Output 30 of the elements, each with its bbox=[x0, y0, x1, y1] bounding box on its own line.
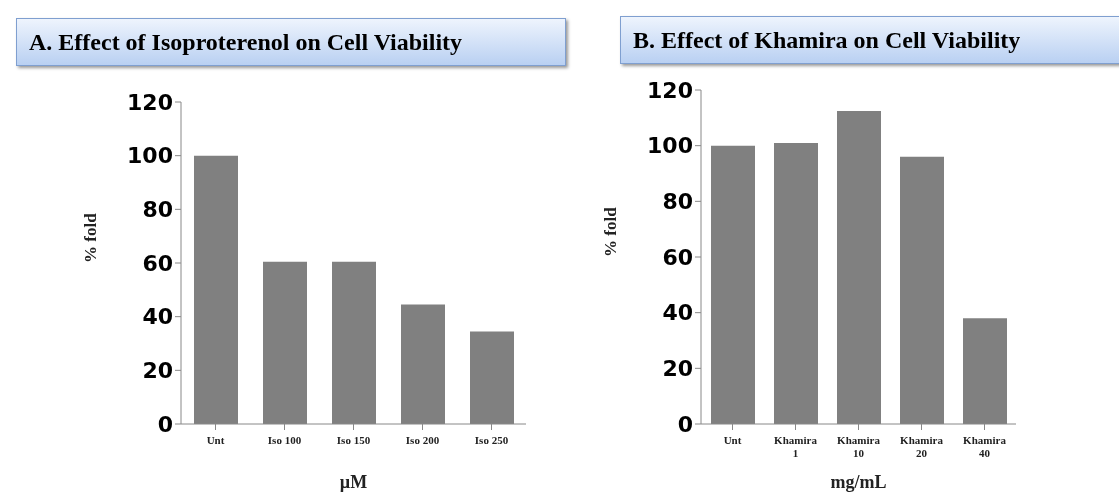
y-tick-label: 0 bbox=[157, 411, 173, 437]
y-tick-label: 120 bbox=[127, 89, 173, 115]
chart-title: B. Effect of Khamira on Cell Viability bbox=[620, 16, 1119, 64]
x-tick-label: Khamira 1 bbox=[774, 434, 818, 459]
x-tick-label: Khamira 10 bbox=[837, 434, 881, 459]
x-tick-label: Iso 200 bbox=[405, 434, 440, 446]
y-tick-label: 80 bbox=[142, 197, 173, 223]
x-tick-label: Iso 150 bbox=[336, 434, 371, 446]
y-axis-title: % fold bbox=[601, 206, 621, 257]
y-tick-label: 80 bbox=[662, 189, 693, 215]
y-tick-label: 0 bbox=[677, 411, 693, 437]
x-tick-label: Khamira 20 bbox=[900, 434, 944, 459]
y-tick-label: 120 bbox=[647, 77, 693, 103]
x-axis-title: mg/mL bbox=[830, 472, 887, 492]
y-tick-label: 20 bbox=[142, 358, 173, 384]
y-tick-label: 40 bbox=[142, 304, 173, 330]
chart-title: A. Effect of Isoproterenol on Cell Viability bbox=[16, 18, 566, 66]
y-tick-label: 60 bbox=[142, 250, 173, 276]
x-axis-title: µM bbox=[339, 472, 368, 492]
y-tick-label: 60 bbox=[662, 244, 693, 270]
x-tick-label: Unt bbox=[723, 434, 742, 446]
x-tick-label: Khamira 40 bbox=[963, 434, 1007, 459]
y-tick-label: 100 bbox=[127, 143, 173, 169]
y-tick-label: 40 bbox=[662, 300, 693, 326]
x-tick-label: Unt bbox=[206, 434, 225, 446]
y-axis-title: % fold bbox=[81, 212, 101, 263]
x-tick-label: Iso 100 bbox=[267, 434, 302, 446]
x-tick-label: Iso 250 bbox=[474, 434, 509, 446]
y-tick-label: 20 bbox=[662, 356, 693, 382]
y-tick-label: 100 bbox=[647, 133, 693, 159]
